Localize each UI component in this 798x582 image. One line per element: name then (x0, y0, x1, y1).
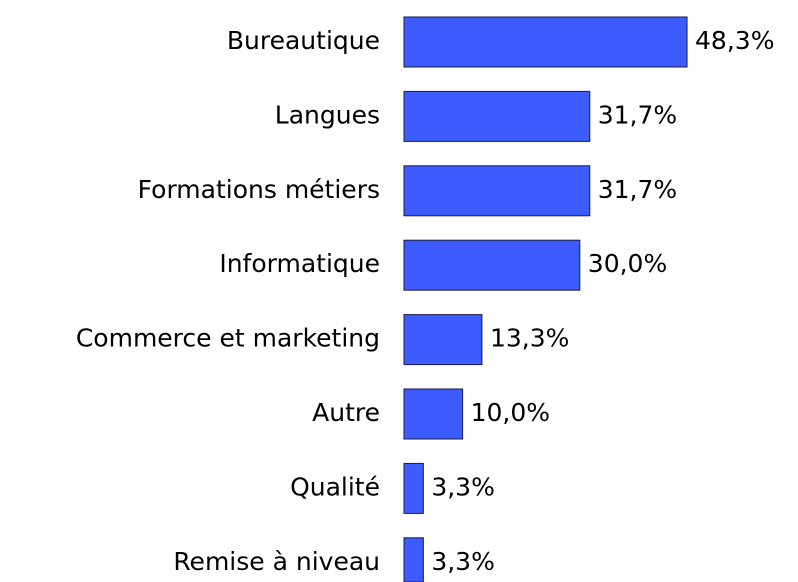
bar (403, 16, 688, 68)
category-label: Langues (275, 100, 380, 129)
category-label: Qualité (290, 472, 380, 501)
bar (403, 239, 581, 291)
category-label: Bureautique (227, 26, 380, 55)
value-label: 30,0% (588, 249, 667, 278)
category-label: Autre (312, 398, 380, 427)
value-label: 3,3% (431, 472, 495, 501)
value-label: 31,7% (598, 175, 677, 204)
value-label: 13,3% (490, 324, 569, 353)
category-label: Formations métiers (138, 175, 380, 204)
value-label: 3,3% (431, 547, 495, 576)
category-label: Remise à niveau (173, 547, 380, 576)
bar (403, 388, 464, 440)
category-label: Commerce et marketing (76, 324, 380, 353)
bar (403, 90, 591, 142)
category-label: Informatique (219, 249, 380, 278)
bar (403, 165, 591, 217)
value-label: 48,3% (695, 26, 774, 55)
bar (403, 537, 424, 582)
bar (403, 462, 424, 514)
value-label: 10,0% (471, 398, 550, 427)
value-label: 31,7% (598, 100, 677, 129)
bar (403, 314, 483, 366)
